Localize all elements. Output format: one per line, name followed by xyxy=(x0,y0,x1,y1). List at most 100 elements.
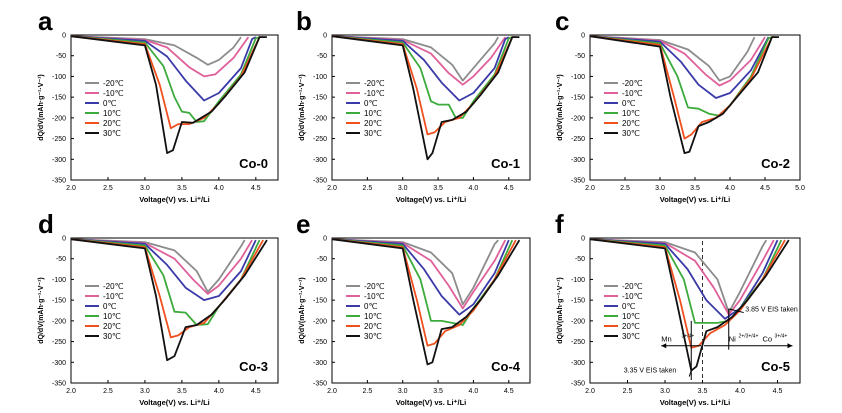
y-tick-label: -300 xyxy=(52,157,66,164)
x-tick-label: 4.0 xyxy=(214,388,224,395)
series-line-20 xyxy=(589,35,776,140)
plot-frame xyxy=(589,237,801,384)
y-axis-label: dQ/dV(mAh·g⁻¹·V⁻¹) xyxy=(557,277,564,344)
x-tick-label: 2.0 xyxy=(585,185,595,192)
legend-label: -20℃ xyxy=(622,282,643,291)
sample-label: Co-3 xyxy=(239,359,268,374)
y-tick-label: -150 xyxy=(313,298,327,305)
series-line--20 xyxy=(331,35,499,82)
y-tick-label: -300 xyxy=(571,360,585,367)
legend-label: 10℃ xyxy=(622,312,640,321)
legend-label: 30℃ xyxy=(103,129,121,138)
legend-label: -20℃ xyxy=(103,79,124,88)
legend-label: -20℃ xyxy=(364,79,385,88)
y-tick-label: -250 xyxy=(571,339,585,346)
y-tick-label: 0 xyxy=(62,33,66,40)
x-axis-label: Voltage(V) vs. Li⁺/Li xyxy=(396,195,467,204)
legend-label: 0℃ xyxy=(364,99,377,108)
legend-label: 0℃ xyxy=(622,302,635,311)
sample-label: Co-1 xyxy=(491,156,520,171)
y-tick-label: 0 xyxy=(62,236,66,243)
series-line--20 xyxy=(589,35,756,82)
y-axis-label: dQ/dV(mAh·g⁻¹·V⁻¹) xyxy=(299,74,306,141)
annotation-co: Co xyxy=(763,335,773,344)
legend-label: -10℃ xyxy=(364,292,385,301)
y-tick-label: -50 xyxy=(317,256,327,263)
plot-frame xyxy=(70,34,279,181)
y-tick-label: -50 xyxy=(575,53,585,60)
legend-label: 10℃ xyxy=(364,312,382,321)
legend-label: 10℃ xyxy=(103,312,121,321)
series-line--10 xyxy=(331,35,507,86)
series-line--10 xyxy=(70,238,253,295)
legend-label: -20℃ xyxy=(622,79,643,88)
arrow-head-left xyxy=(661,343,667,349)
x-tick-label: 4.0 xyxy=(725,185,735,192)
y-tick-label: 0 xyxy=(581,33,585,40)
sample-label: Co-0 xyxy=(239,156,268,171)
series-line--10 xyxy=(331,238,507,310)
series-line-30 xyxy=(331,238,521,366)
series-line-10 xyxy=(70,35,260,123)
x-tick-label: 2.5 xyxy=(362,388,372,395)
y-tick-label: -150 xyxy=(313,95,327,102)
y-tick-label: -50 xyxy=(575,256,585,263)
x-tick-label: 4.5 xyxy=(760,185,770,192)
x-tick-label: 4.0 xyxy=(214,185,224,192)
x-tick-label: 3.5 xyxy=(698,388,708,395)
y-tick-label: -350 xyxy=(313,178,327,185)
x-tick-label: 2.5 xyxy=(103,185,113,192)
y-tick-label: 0 xyxy=(323,236,327,243)
x-tick-label: 3.0 xyxy=(660,388,670,395)
y-tick-label: -350 xyxy=(571,381,585,388)
legend-label: 20℃ xyxy=(103,119,121,128)
series-line-10 xyxy=(331,35,513,119)
series-line-30 xyxy=(589,238,790,372)
series-line-0 xyxy=(331,35,510,102)
panel-letter: e xyxy=(296,209,310,239)
legend-label: 10℃ xyxy=(103,109,121,118)
series-line-10 xyxy=(589,35,773,117)
y-tick-label: -250 xyxy=(571,136,585,143)
annotation-mn: Mn xyxy=(661,335,671,344)
annotation-ni-sup: 2+/3+/4+ xyxy=(739,334,759,340)
legend-label: 30℃ xyxy=(364,129,382,138)
x-tick-label: 2.0 xyxy=(66,185,76,192)
x-tick-label: 4.5 xyxy=(251,185,261,192)
legend-label: 30℃ xyxy=(103,332,121,341)
y-tick-label: -100 xyxy=(571,74,585,81)
x-tick-label: 2.5 xyxy=(620,185,630,192)
series-line-0 xyxy=(589,238,779,320)
eis-335-pointer xyxy=(688,370,692,377)
legend-label: -20℃ xyxy=(103,282,124,291)
x-tick-label: 2.0 xyxy=(327,185,337,192)
x-tick-label: 3.5 xyxy=(433,388,443,395)
x-axis-label: Voltage(V) vs. Li⁺/Li xyxy=(660,398,731,407)
x-tick-label: 4.5 xyxy=(251,388,261,395)
x-tick-label: 3.0 xyxy=(655,185,665,192)
legend-label: -20℃ xyxy=(364,282,385,291)
annotation-eis-335: 3.35 V EIS taken xyxy=(624,368,677,375)
x-tick-label: 3.5 xyxy=(433,185,443,192)
panel-letter: d xyxy=(38,209,54,239)
y-axis-label: dQ/dV(mAh·g⁻¹·V⁻¹) xyxy=(38,74,45,141)
x-tick-label: 4.0 xyxy=(735,388,745,395)
series-line--10 xyxy=(589,35,766,87)
y-tick-label: -250 xyxy=(313,339,327,346)
y-tick-label: -100 xyxy=(571,277,585,284)
series-line-20 xyxy=(70,35,264,130)
y-tick-label: -50 xyxy=(56,256,66,263)
x-tick-label: 2.0 xyxy=(327,388,337,395)
series-line--20 xyxy=(589,238,768,314)
series-line-30 xyxy=(331,35,520,161)
panel-letter: f xyxy=(555,209,564,239)
arrow-head-right xyxy=(787,343,793,349)
plot-frame xyxy=(70,237,279,384)
legend-label: 10℃ xyxy=(622,109,640,118)
y-tick-label: -300 xyxy=(52,360,66,367)
